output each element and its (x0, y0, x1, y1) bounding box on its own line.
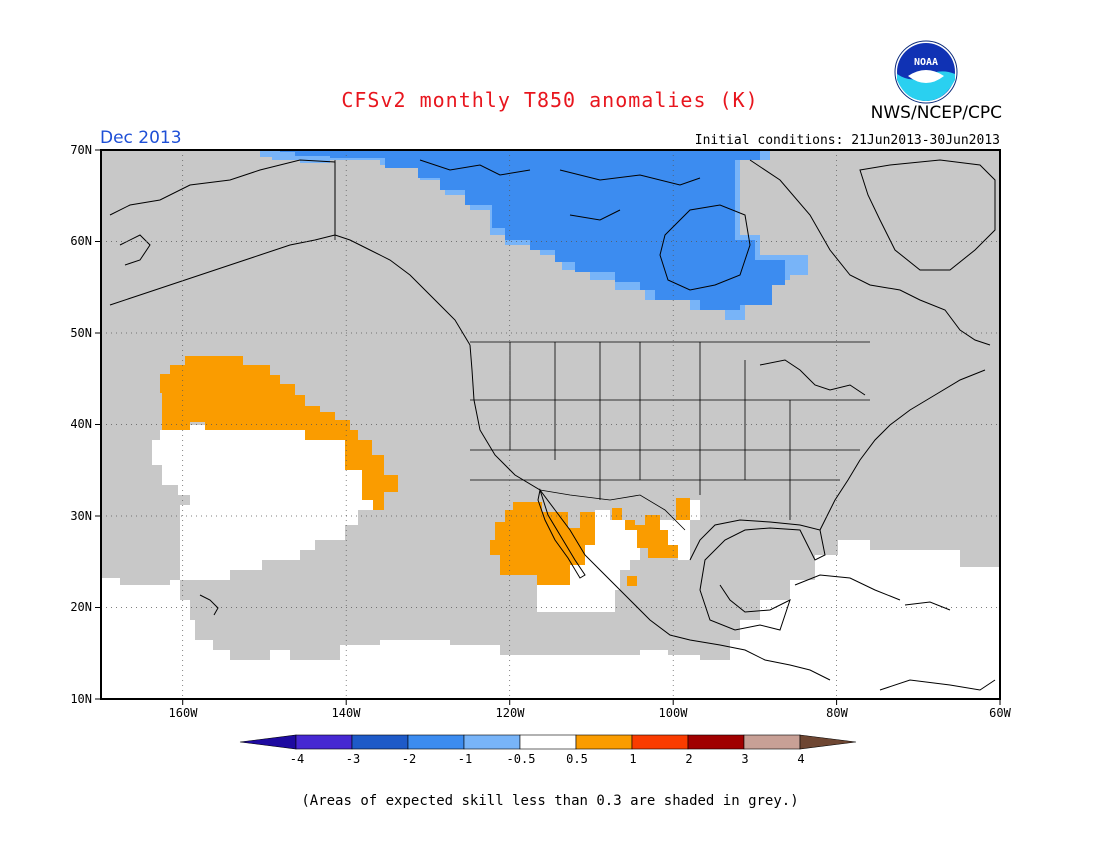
cold-anomaly-region (280, 150, 785, 310)
colorbar-label: 2 (685, 752, 693, 766)
noaa-logo: NOAA (894, 40, 958, 104)
colorbar-cell (519, 734, 577, 750)
colorbar-label: 4 (797, 752, 805, 766)
colorbar-cell (407, 734, 465, 750)
lon-label: 60W (989, 706, 1011, 720)
colorbar-cell (575, 734, 633, 750)
lon-label: 140W (331, 706, 361, 720)
colorbar (239, 734, 857, 750)
colorbar-cell (351, 734, 409, 750)
lat-label: 10N (70, 692, 92, 706)
axis-ticks (95, 149, 1001, 705)
colorbar-cell (743, 734, 801, 750)
warm-anomaly-regions (160, 356, 690, 586)
colorbar-label: -1 (457, 752, 473, 766)
colorbar-label: 3 (741, 752, 749, 766)
lat-label: 50N (70, 326, 92, 340)
lon-label: 120W (495, 706, 525, 720)
colorbar-cell (239, 734, 297, 750)
lon-label: 160W (168, 706, 198, 720)
initial-conditions: Initial conditions: 21Jun2013-30Jun2013 (694, 133, 1000, 148)
colorbar-cell (631, 734, 689, 750)
colorbar-cell (295, 734, 353, 750)
colorbar-label: -2 (401, 752, 417, 766)
colorbar-label: -3 (345, 752, 361, 766)
map-title: CFSv2 monthly T850 anomalies (K) (341, 88, 759, 112)
colorbar-cell (463, 734, 521, 750)
lat-label: 40N (70, 417, 92, 431)
colorbar-label: -4 (289, 752, 305, 766)
lat-label: 70N (70, 143, 92, 157)
lat-label: 30N (70, 509, 92, 523)
valid-month: Dec 2013 (100, 128, 182, 148)
lon-label: 100W (658, 706, 688, 720)
lat-label: 20N (70, 600, 92, 614)
skill-note: (Areas of expected skill less than 0.3 a… (301, 793, 799, 809)
colorbar-label: 0.5 (566, 752, 588, 766)
colorbar-label: 1 (629, 752, 637, 766)
lat-label: 60N (70, 234, 92, 248)
colorbar-label: -0.5 (506, 752, 536, 766)
org-label: NWS/NCEP/CPC (870, 103, 1002, 123)
lon-label: 80W (826, 706, 848, 720)
colorbar-cell (687, 734, 745, 750)
colorbar-cell (799, 734, 857, 750)
noaa-logo-text: NOAA (914, 57, 938, 68)
